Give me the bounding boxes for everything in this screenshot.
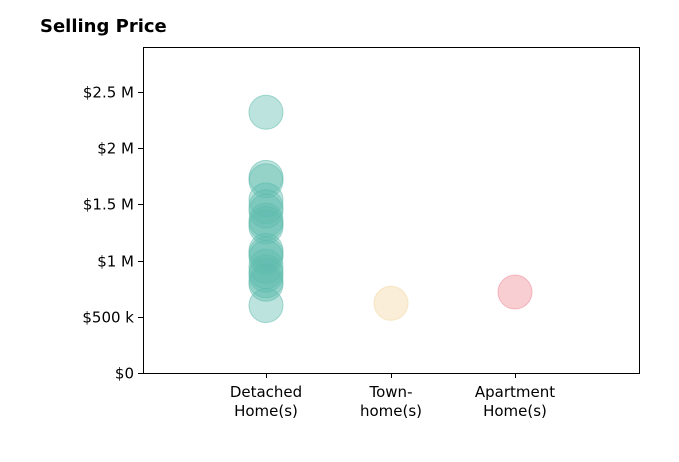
plot-area-frame [143,47,640,374]
x-tick-label-line: Apartment [475,383,555,401]
x-tick-label-line: Town- [369,383,413,401]
data-point [497,274,533,310]
data-point [373,285,409,321]
x-tick-label-line: home(s) [360,402,422,420]
y-tick-label: $1 M [97,253,134,271]
y-tick-label: $0 [115,365,134,383]
y-tick-label: $500 k [82,309,134,327]
y-tick-label: $2 M [97,140,134,158]
data-point [248,266,284,302]
x-tick-label-line: Detached [230,383,302,401]
x-tick-label-line: Home(s) [483,402,547,420]
points-layer [248,94,533,324]
y-tick-label: $2.5 M [83,84,134,102]
data-point [248,248,284,284]
y-axis: $0 $500 k $1 M $1.5 M $2 M $2.5 M [82,84,143,383]
data-point [248,163,284,199]
x-axis: Detached Home(s)Town-home(s)Apartment Home… [230,373,555,420]
data-point [248,94,284,130]
x-tick-label: Town-home(s) [360,383,422,420]
data-point [248,288,284,324]
y-tick-label: $1.5 M [83,196,134,214]
chart-title: Selling Price [40,16,167,37]
data-point [248,257,284,293]
x-tick-label: Apartment Home(s) [475,383,555,420]
x-tick-label: Detached Home(s) [230,383,302,420]
x-tick-label-line: Home(s) [234,402,298,420]
data-point [248,193,284,229]
